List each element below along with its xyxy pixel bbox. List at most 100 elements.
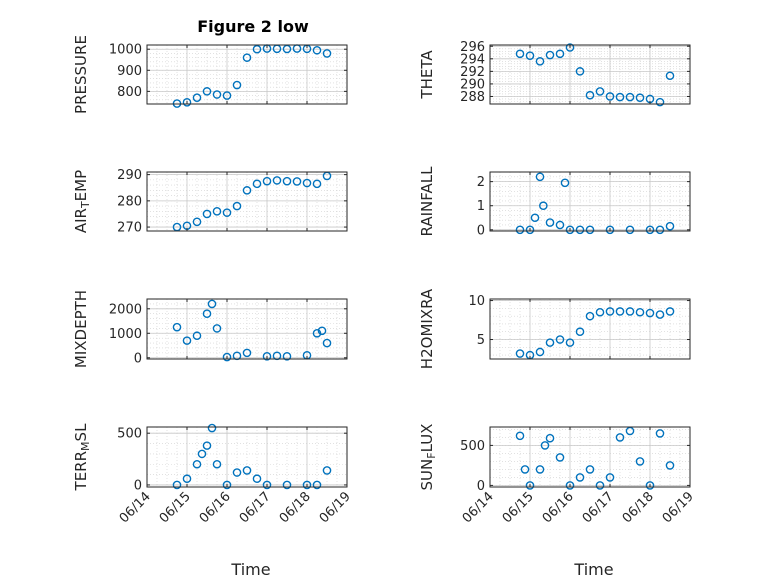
data-point — [182, 474, 192, 484]
data-point — [605, 225, 615, 235]
y-tick-label: 288 — [460, 90, 485, 105]
data-point — [212, 324, 222, 333]
data-point — [545, 50, 555, 60]
y-axis-label: H2OMIXRA — [418, 288, 436, 369]
data-point — [655, 97, 665, 107]
data-point — [252, 44, 262, 54]
x-tick-label: 06/17 — [237, 489, 274, 526]
data-point — [655, 429, 665, 438]
data-point — [525, 51, 535, 60]
data-point — [212, 90, 222, 99]
data-point — [565, 481, 575, 490]
y-tick-label: 800 — [117, 85, 142, 100]
axes-frame — [489, 171, 691, 232]
data-point — [555, 220, 565, 230]
data-point — [635, 93, 645, 103]
y-tick-label: 1000 — [109, 327, 142, 342]
data-point — [635, 457, 645, 466]
x-tick-label: 06/14 — [460, 489, 497, 526]
y-tick-label: 900 — [117, 64, 142, 79]
x-tick-label: 06/18 — [620, 489, 657, 526]
y-axis-label-part: RAINFALL — [418, 166, 436, 237]
y-axis-label-part: LUX — [418, 424, 436, 453]
data-point — [515, 431, 525, 441]
y-axis-label-part: M — [79, 441, 92, 451]
data-point — [202, 441, 212, 450]
y-tick-label: 0 — [134, 478, 142, 493]
data-point — [595, 481, 605, 490]
data-point — [222, 91, 232, 100]
data-point — [242, 186, 252, 195]
data-point — [585, 225, 595, 235]
axes-frame — [489, 298, 691, 360]
data-point — [555, 453, 565, 462]
data-point — [625, 92, 635, 102]
data-point — [192, 93, 202, 102]
data-point — [535, 57, 545, 66]
data-point — [535, 172, 545, 182]
data-point — [605, 473, 615, 482]
data-point — [665, 71, 675, 81]
data-point — [202, 209, 212, 219]
y-tick-label: 2000 — [109, 302, 142, 317]
data-point — [272, 176, 282, 185]
data-point — [207, 423, 217, 433]
data-point — [595, 307, 605, 317]
y-axis-label: MIXDEPTH — [72, 290, 90, 368]
y-tick-label: 270 — [117, 221, 142, 236]
data-point — [212, 459, 222, 469]
axes-frame — [146, 44, 348, 105]
data-point — [252, 474, 262, 484]
data-point — [262, 352, 272, 361]
subplot-8: 0 500 06/14 06/15 06/16 06/17 06/18 06/19 SUNFLU… — [418, 424, 697, 527]
data-point — [322, 338, 332, 348]
axes-frame — [146, 426, 348, 488]
data-point — [565, 338, 575, 347]
data-point — [595, 87, 605, 96]
x-tick-label: 06/19 — [660, 489, 697, 526]
data-point — [182, 336, 192, 345]
data-point — [535, 347, 545, 357]
y-tick-label: 1000 — [109, 43, 142, 58]
data-point — [645, 481, 655, 490]
y-tick-label: 290 — [117, 168, 142, 183]
data-point — [555, 335, 565, 344]
y-axis-label-part: SL — [72, 423, 90, 442]
data-point — [192, 459, 202, 469]
subplot-5: 0 1000 2000 MIXDEPTH — [72, 290, 348, 368]
data-point — [539, 201, 548, 211]
x-tick-label: 06/14 — [117, 489, 154, 526]
data-point — [302, 480, 312, 490]
x-axis-label-right: Time — [573, 560, 613, 579]
data-point — [172, 480, 182, 490]
data-point — [555, 49, 565, 59]
y-tick-label: 1 — [477, 199, 485, 214]
y-tick-label: 296 — [460, 40, 485, 55]
data-point — [625, 307, 635, 316]
data-point — [172, 322, 182, 332]
y-tick-label: 290 — [460, 77, 485, 92]
y-axis-label-part: PRESSURE — [72, 35, 90, 114]
data-point — [545, 218, 555, 227]
y-axis-label-part: MIXDEPTH — [72, 290, 90, 368]
data-point — [232, 80, 242, 90]
data-point — [292, 177, 302, 186]
data-point — [525, 481, 535, 490]
data-point — [197, 449, 207, 459]
data-point — [252, 179, 262, 189]
x-axis-label-left: Time — [230, 560, 270, 579]
y-axis-label: RAINFALL — [418, 166, 436, 237]
data-point — [665, 221, 675, 231]
data-point — [585, 311, 595, 321]
x-tick-label: 06/19 — [317, 489, 354, 526]
data-point — [312, 328, 322, 338]
y-axis-label: TERRMSL — [72, 423, 92, 492]
subplot-4: 0 1 2 RAINFALL — [418, 166, 691, 238]
data-point — [282, 176, 292, 186]
data-point — [262, 480, 272, 490]
y-axis-label: AIRTEMP — [72, 170, 92, 233]
data-point — [530, 213, 540, 223]
data-point — [207, 299, 217, 309]
